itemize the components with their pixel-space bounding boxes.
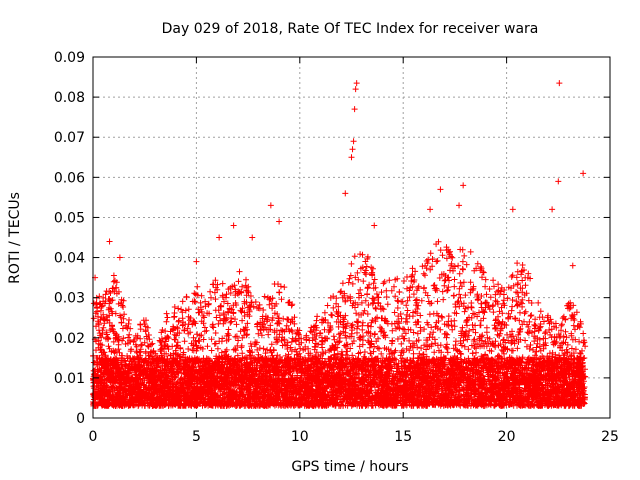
roti-point [193, 258, 200, 265]
roti-point [351, 106, 358, 113]
roti-point [106, 238, 113, 245]
roti-point [555, 178, 562, 185]
roti-point [353, 80, 360, 87]
x-tick-label: 20 [498, 429, 516, 445]
roti-point [116, 254, 123, 261]
roti-point [349, 146, 356, 153]
roti-point [216, 234, 223, 241]
roti-point [549, 206, 556, 213]
x-tick-label: 15 [394, 429, 412, 445]
plot-frame [92, 56, 611, 419]
x-tick-label: 0 [89, 429, 98, 445]
roti-point [371, 222, 378, 229]
roti-point-cloud [90, 238, 589, 409]
roti-point [460, 182, 467, 189]
roti-point [249, 234, 256, 241]
roti-point [509, 206, 516, 213]
x-tick-label: 5 [192, 429, 201, 445]
roti-point [276, 218, 283, 225]
y-tick-label: 0.05 [54, 210, 85, 226]
roti-point [437, 186, 444, 193]
y-axis-label: ROTI / TECUs [7, 192, 23, 284]
roti-point [348, 154, 355, 161]
y-tick-label: 0 [76, 411, 85, 427]
roti-point [352, 86, 359, 93]
roti-point [350, 138, 357, 145]
x-axis-label: GPS time / hours [291, 459, 408, 475]
roti-point [569, 262, 576, 269]
x-tick-label: 10 [291, 429, 309, 445]
roti-point [230, 222, 237, 229]
roti-point [342, 190, 349, 197]
y-tick-label: 0.06 [54, 170, 85, 186]
x-tick-label: 25 [601, 429, 619, 445]
roti-point [427, 206, 434, 213]
roti-point [556, 80, 563, 87]
y-tick-label: 0.01 [54, 371, 85, 387]
chart-title: Day 029 of 2018, Rate Of TEC Index for r… [162, 21, 539, 37]
axis-ticks: 0 5 10 15 20 25 0 0.01 0.02 0.03 0.04 0.05 0.06 0.07 0… [54, 50, 619, 445]
roti-point [267, 202, 274, 209]
data-points [90, 80, 589, 409]
roti-point [580, 170, 587, 177]
y-tick-label: 0.02 [54, 331, 85, 347]
y-tick-label: 0.04 [54, 251, 85, 267]
y-tick-label: 0.07 [54, 130, 85, 146]
roti-point [456, 202, 463, 209]
y-tick-label: 0.09 [54, 50, 85, 66]
y-tick-label: 0.03 [54, 291, 85, 307]
y-tick-label: 0.08 [54, 90, 85, 106]
